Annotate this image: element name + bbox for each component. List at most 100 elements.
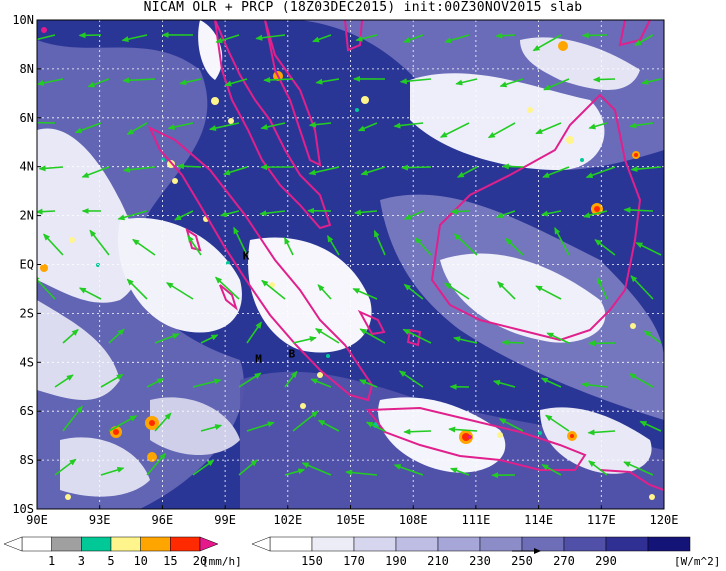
wind-arrow <box>639 420 662 432</box>
wind-arrow <box>208 122 240 131</box>
wind-arrow <box>360 166 386 176</box>
wind-arrow <box>498 418 524 432</box>
wind-arrow <box>581 32 608 39</box>
lon-label: 114E <box>524 513 553 527</box>
wind-arrow <box>588 122 608 130</box>
wind-arrow <box>54 374 74 388</box>
wind-vectors <box>37 31 662 479</box>
lat-label: 2N <box>20 209 34 223</box>
wind-arrow <box>259 210 286 217</box>
wind-arrow <box>54 458 77 476</box>
wind-arrow <box>301 462 332 476</box>
wind-arrow <box>546 332 570 344</box>
wind-arrow <box>200 424 223 432</box>
wind-arrow <box>122 77 156 84</box>
colorbar-swatch <box>269 536 313 552</box>
lat-label: EQ <box>20 258 34 272</box>
wind-arrow <box>352 288 378 300</box>
colorbar-swatch <box>605 536 649 552</box>
wind-arrow <box>238 372 262 388</box>
wind-arrow <box>444 34 470 44</box>
lat-label: 2S <box>20 306 34 320</box>
wind-arrow <box>444 282 470 300</box>
wind-arrow <box>62 405 83 432</box>
wind-arrow <box>399 78 432 85</box>
lon-label: 93E <box>89 513 111 527</box>
colorbar-swatch <box>437 536 481 552</box>
wind-arrow <box>233 226 248 256</box>
wind-arrow <box>219 210 240 218</box>
wind-arrow <box>588 460 608 476</box>
lon-label: 120E <box>650 513 679 527</box>
lat-label: 10S <box>12 502 34 516</box>
colorbar-swatch <box>81 536 112 552</box>
lon-label: 117E <box>587 513 616 527</box>
wind-arrow <box>214 276 240 300</box>
wind-arrow <box>542 166 570 178</box>
wind-arrow <box>317 419 340 432</box>
wind-arrow <box>255 34 286 41</box>
marker-label: M <box>255 352 262 365</box>
wind-arrow <box>126 278 148 300</box>
wind-arrow <box>403 210 424 220</box>
wind-arrow <box>554 227 570 256</box>
colorbar-swatch <box>563 536 607 552</box>
wind-arrow <box>154 333 180 344</box>
colorbar-tick-label: 10 <box>133 554 147 568</box>
precip-colorbar: 1 3 5 10 15 20 <box>3 536 219 568</box>
lon-label: 108E <box>399 513 428 527</box>
wind-arrow <box>400 164 432 171</box>
wind-arrow <box>499 78 524 88</box>
colorbar-tick-label: 3 <box>78 554 85 568</box>
olr-unit-label: [W/m^2] <box>674 555 721 568</box>
wind-arrow <box>108 328 125 344</box>
wind-arrow <box>179 78 202 86</box>
wind-arrow <box>403 428 432 435</box>
wind-arrow <box>630 166 662 173</box>
wind-arrow <box>643 330 662 344</box>
wind-arrow <box>495 210 516 219</box>
wind-arrow <box>87 78 110 88</box>
colorbar-tick-label: 210 <box>427 554 449 568</box>
wind-arrow <box>497 281 516 300</box>
wind-arrow <box>630 275 654 300</box>
precip-unit-label: [mm/h] <box>202 555 242 568</box>
colorbar-swatch <box>311 536 355 552</box>
wind-arrow <box>284 237 294 256</box>
colorbar-tick-label: 15 <box>163 554 177 568</box>
colorbar-swatch <box>170 536 201 552</box>
wind-arrow <box>456 166 478 178</box>
wind-arrow <box>315 78 340 85</box>
marker-label: K <box>243 250 250 263</box>
colorbar-tick-label: 230 <box>469 554 491 568</box>
lon-label: 111E <box>461 513 490 527</box>
wind-arrow <box>122 166 156 173</box>
colorbar-arrow <box>251 536 271 552</box>
wind-arrow <box>448 426 478 433</box>
wind-arrow <box>455 78 478 86</box>
wind-arrow <box>353 209 378 216</box>
wind-arrow <box>132 238 156 256</box>
wind-arrow <box>154 412 172 432</box>
wind-arrow <box>81 166 110 178</box>
wind-arrow <box>192 378 222 388</box>
wind-arrow <box>541 464 562 476</box>
wind-arrow <box>402 328 432 344</box>
wind-arrow <box>345 469 378 476</box>
wind-arrow <box>365 421 386 432</box>
wind-arrow <box>634 34 654 47</box>
wind-arrow <box>540 377 562 388</box>
wind-arrow <box>89 229 110 256</box>
wind-arrow <box>504 237 524 256</box>
wind-arrow <box>587 429 616 436</box>
marker-label: B <box>289 347 296 360</box>
wind-arrow <box>187 235 202 256</box>
colorbar-tick-label: 20 <box>193 554 207 568</box>
wind-arrow <box>535 122 562 135</box>
wind-arrow <box>592 76 616 83</box>
colorbar-swatch <box>647 536 691 552</box>
colorbar-tick-label: 1 <box>48 554 55 568</box>
colorbar-tick-label: 290 <box>595 554 617 568</box>
station-markers: K M B <box>243 250 296 366</box>
wind-arrow <box>37 119 56 126</box>
